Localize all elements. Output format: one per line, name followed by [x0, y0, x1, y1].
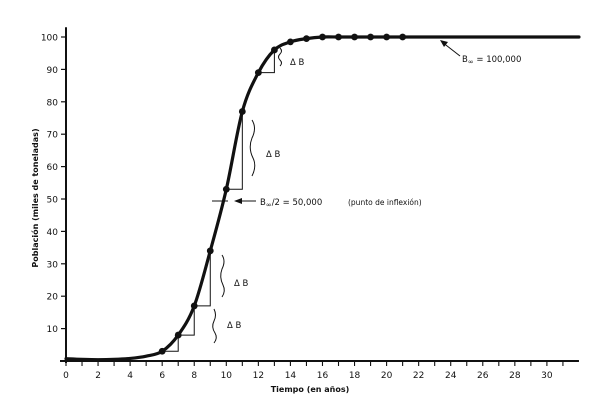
data-point	[158, 347, 166, 355]
data-point-markers	[158, 33, 407, 355]
x-tick-label: 22	[413, 371, 424, 381]
data-point	[222, 185, 230, 193]
increment-step	[226, 111, 243, 190]
asymptote-subscript: ∞	[468, 58, 474, 66]
increment-step	[258, 49, 275, 74]
inflection-divisor: /2	[272, 198, 280, 208]
brace-icon	[220, 254, 225, 298]
asymptote-symbol: B	[462, 55, 468, 65]
y-tick-label: 100	[41, 34, 58, 44]
logistic-curve	[64, 35, 581, 362]
x-tick-label: 2	[95, 371, 101, 381]
data-point	[190, 302, 198, 310]
data-point	[254, 69, 262, 77]
asymptote-value: = 100,000	[474, 55, 522, 65]
data-point	[351, 33, 358, 41]
increment-step	[178, 305, 195, 336]
inflection-arrowhead-icon	[234, 198, 242, 204]
inflection-symbol: B	[260, 198, 266, 208]
y-tick-label: 70	[47, 131, 59, 141]
increment-step	[194, 250, 211, 307]
svg-text:B∞ = 100,000: B∞ = 100,000	[462, 55, 521, 66]
x-tick-label: 20	[381, 371, 393, 381]
x-tick-label: 4	[127, 371, 133, 381]
delta-b-label-1: Δ B	[290, 58, 305, 68]
y-axis-title: Población (miles de toneladas)	[30, 128, 40, 267]
data-point	[206, 247, 214, 255]
delta-b-label-2: Δ B	[266, 150, 281, 160]
x-tick-label: 0	[63, 371, 69, 381]
x-tick-label: 6	[159, 371, 165, 381]
y-tick-label: 10	[47, 325, 59, 335]
data-point	[238, 108, 246, 115]
x-axis: 0 2 4 6 8 10 12 14 16 18 20 22 24 26 28 30	[60, 360, 579, 381]
svg-text:B∞/2 = 50,000: B∞/2 = 50,000	[260, 198, 322, 209]
asymptote-annotation: B∞ = 100,000	[440, 40, 521, 66]
inflection-value: = 50,000	[280, 198, 322, 208]
inflection-subscript: ∞	[266, 201, 272, 209]
data-point	[270, 46, 278, 54]
brace-icon	[249, 119, 256, 177]
y-tick-label: 40	[47, 228, 59, 238]
delta-b-label-3: Δ B	[234, 279, 249, 289]
data-point	[335, 33, 342, 41]
data-point	[319, 33, 326, 41]
x-axis-title: Tiempo (en años)	[271, 385, 350, 394]
x-tick-label: 10	[221, 371, 233, 381]
y-tick-label: 50	[47, 196, 59, 206]
x-tick-label: 8	[191, 371, 197, 381]
y-tick-label: 60	[47, 163, 59, 173]
data-point	[367, 33, 374, 41]
y-tick-label: 80	[47, 98, 59, 108]
x-tick-label: 16	[317, 371, 329, 381]
brace-icon	[278, 47, 282, 67]
increment-step	[162, 335, 179, 352]
increment-steps	[162, 49, 275, 352]
y-tick-label: 30	[47, 260, 59, 270]
inflection-note: (punto de inflexión)	[348, 198, 422, 207]
delta-b-annotations: Δ B Δ B Δ B Δ B	[212, 47, 305, 344]
x-tick-label: 30	[541, 371, 553, 381]
inflection-annotation: B∞/2 = 50,000 (punto de inflexión)	[212, 198, 422, 209]
data-point	[383, 33, 390, 41]
y-axis: 10 20 30 40 50 60 70 80 90 100	[41, 27, 67, 363]
y-tick-label: 90	[47, 66, 59, 76]
x-tick-label: 18	[349, 371, 361, 381]
data-point	[303, 35, 310, 43]
data-point	[399, 33, 407, 41]
data-point	[287, 38, 294, 46]
x-tick-label: 28	[509, 371, 521, 381]
delta-b-label-4: Δ B	[227, 321, 242, 331]
asymptote-arrowhead-icon	[440, 40, 448, 47]
x-tick-label: 24	[445, 371, 457, 381]
brace-icon	[212, 308, 217, 344]
y-tick-label: 20	[47, 293, 59, 303]
data-point	[174, 331, 182, 339]
x-tick-label: 12	[253, 371, 264, 381]
x-tick-label: 26	[477, 371, 489, 381]
x-tick-label: 14	[285, 371, 297, 381]
